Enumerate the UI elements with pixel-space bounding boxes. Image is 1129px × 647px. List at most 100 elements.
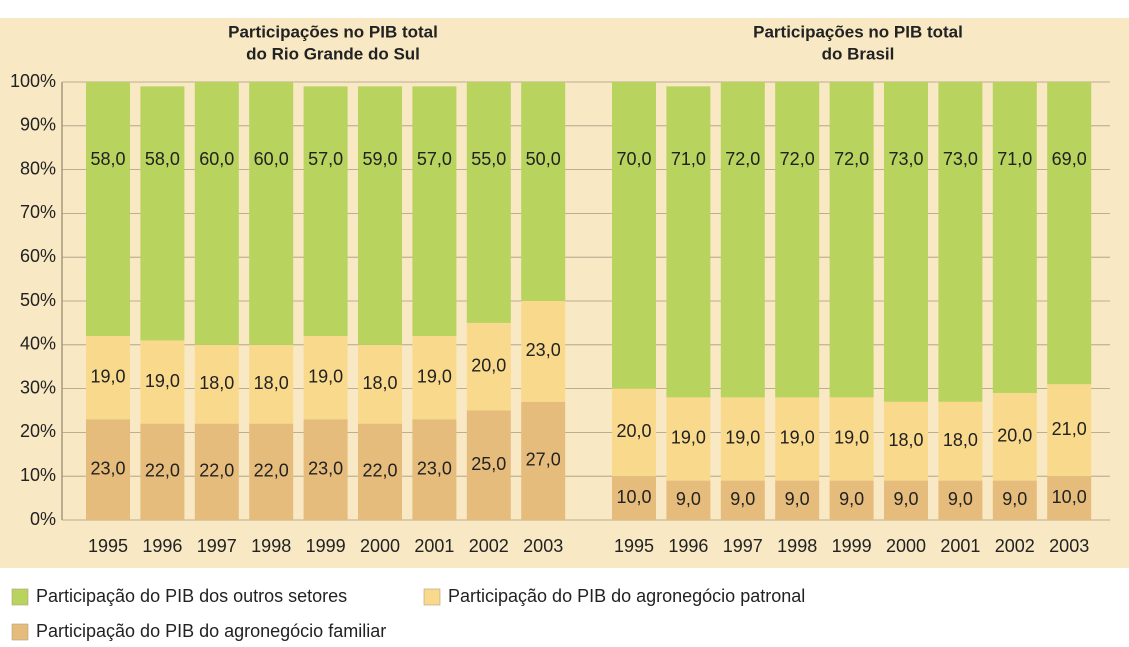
value-label: 73,0 [943, 149, 978, 169]
y-tick-label: 10% [20, 465, 56, 485]
x-tick-label: 1995 [614, 536, 654, 556]
bar-segment [775, 480, 820, 520]
value-label: 23,0 [90, 458, 125, 478]
value-label: 9,0 [676, 489, 701, 509]
value-label: 72,0 [834, 149, 869, 169]
panel-title: Participações no PIB total [228, 22, 438, 41]
bar-segment [140, 423, 185, 520]
bar-segment [303, 86, 348, 337]
value-label: 21,0 [1052, 419, 1087, 439]
value-label: 20,0 [616, 421, 651, 441]
y-tick-label: 70% [20, 202, 56, 222]
bar-segment [194, 344, 239, 424]
x-tick-label: 2003 [523, 536, 563, 556]
bar-segment [775, 397, 820, 481]
value-label: 60,0 [254, 149, 289, 169]
x-tick-label: 2003 [1049, 536, 1089, 556]
panel-title: Participações no PIB total [753, 22, 963, 41]
bar-segment [140, 86, 185, 341]
bar-segment [938, 401, 983, 481]
bar-segment [938, 480, 983, 520]
value-label: 9,0 [1002, 489, 1027, 509]
bar-segment [992, 480, 1037, 520]
bar-segment [829, 480, 874, 520]
bar-segment [194, 82, 239, 345]
bar-segment [303, 336, 348, 420]
bar-segment [775, 82, 820, 398]
bar-segment [249, 82, 294, 345]
bar-segment [938, 82, 983, 402]
x-tick-label: 1999 [832, 536, 872, 556]
legend-label: Participação do PIB do agronegócio patro… [448, 586, 805, 606]
legend-swatch [11, 588, 29, 606]
value-label: 20,0 [997, 426, 1032, 446]
value-label: 57,0 [308, 149, 343, 169]
bar-segment [1047, 476, 1092, 520]
legend-label: Participação do PIB do agronegócio famil… [36, 621, 386, 641]
value-label: 9,0 [893, 489, 918, 509]
bar-segment [358, 86, 402, 345]
bar-segment [521, 401, 566, 520]
bar-segment [86, 82, 130, 337]
value-label: 19,0 [725, 428, 760, 448]
bar-segment [466, 82, 511, 323]
bar-segment [86, 419, 130, 520]
value-label: 19,0 [671, 428, 706, 448]
bar-segment [884, 82, 928, 402]
bar-segment [1047, 384, 1092, 477]
y-tick-label: 100% [10, 71, 56, 91]
bar-segment [412, 336, 457, 420]
value-label: 71,0 [671, 149, 706, 169]
bar-segment [612, 476, 656, 520]
value-label: 19,0 [145, 371, 180, 391]
y-tick-label: 40% [20, 334, 56, 354]
x-tick-label: 2001 [940, 536, 980, 556]
value-label: 57,0 [417, 149, 452, 169]
bar-segment [249, 344, 294, 424]
value-label: 58,0 [145, 149, 180, 169]
value-label: 72,0 [780, 149, 815, 169]
value-label: 27,0 [526, 450, 561, 470]
bar-segment [666, 86, 711, 398]
value-label: 23,0 [417, 458, 452, 478]
value-label: 18,0 [888, 430, 923, 450]
value-label: 10,0 [616, 487, 651, 507]
value-label: 58,0 [90, 149, 125, 169]
value-label: 50,0 [526, 149, 561, 169]
value-label: 23,0 [308, 458, 343, 478]
value-label: 19,0 [834, 428, 869, 448]
bar-segment [466, 322, 511, 411]
value-label: 22,0 [145, 461, 180, 481]
legend-label: Participação do PIB dos outros setores [36, 586, 347, 606]
bar-segment [666, 397, 711, 481]
bar-segment [466, 410, 511, 520]
bar-segment [412, 419, 457, 520]
value-label: 22,0 [362, 461, 397, 481]
value-label: 60,0 [199, 149, 234, 169]
y-tick-label: 20% [20, 421, 56, 441]
value-label: 22,0 [254, 461, 289, 481]
bar-segment [992, 82, 1037, 393]
y-tick-label: 30% [20, 377, 56, 397]
value-label: 19,0 [417, 366, 452, 386]
legend-swatch [423, 588, 441, 606]
value-label: 9,0 [839, 489, 864, 509]
y-tick-label: 50% [20, 290, 56, 310]
value-label: 19,0 [90, 366, 125, 386]
bar-segment [829, 82, 874, 398]
bar-segment [992, 392, 1037, 481]
x-tick-label: 1995 [88, 536, 128, 556]
value-label: 9,0 [948, 489, 973, 509]
bar-segment [303, 419, 348, 520]
bar-segment [249, 423, 294, 520]
bar-segment [612, 82, 656, 389]
value-label: 71,0 [997, 149, 1032, 169]
value-label: 9,0 [730, 489, 755, 509]
x-tick-label: 1998 [251, 536, 291, 556]
y-tick-label: 60% [20, 246, 56, 266]
x-tick-label: 1996 [668, 536, 708, 556]
bar-segment [666, 480, 711, 520]
x-tick-label: 1996 [142, 536, 182, 556]
bar-segment [140, 340, 185, 424]
